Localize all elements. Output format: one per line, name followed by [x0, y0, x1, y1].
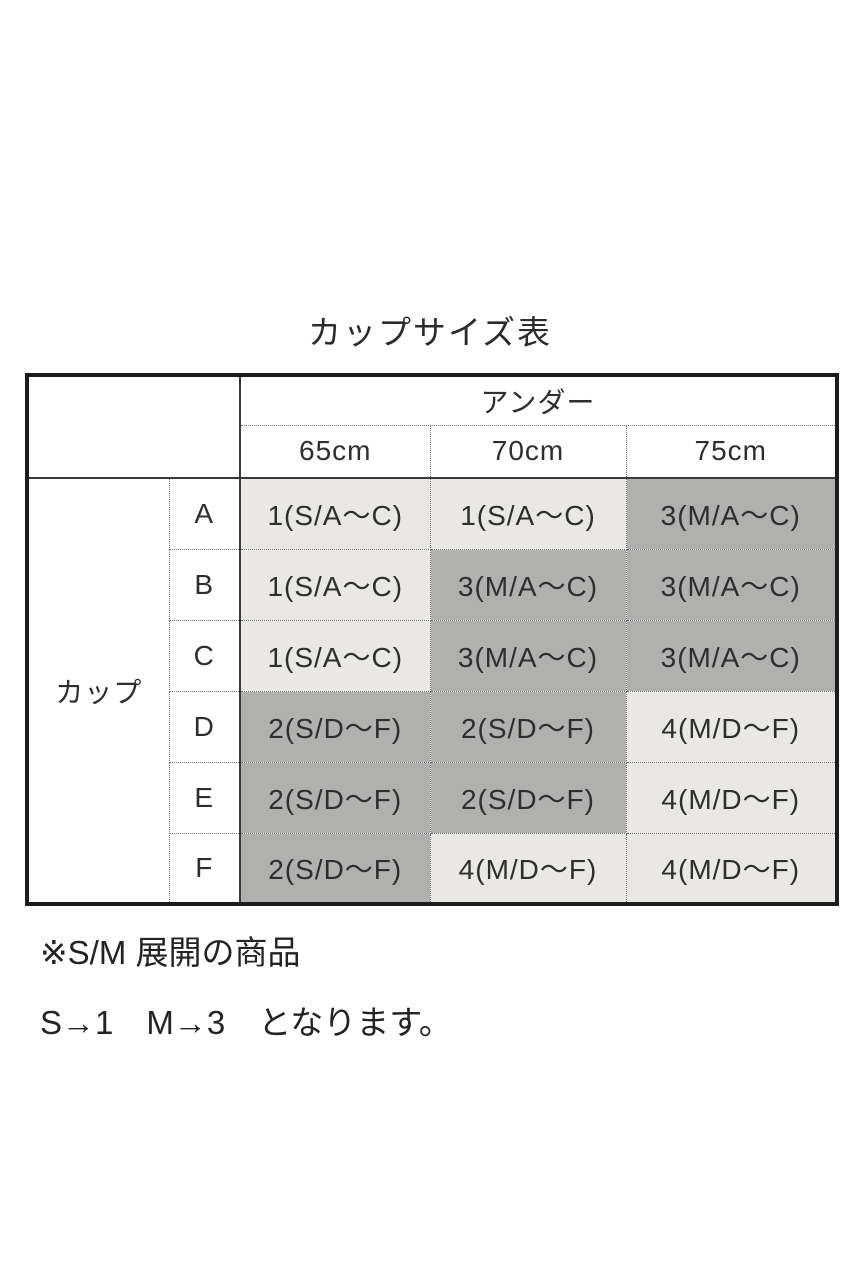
size-cell: 4(M/D～F) — [626, 691, 837, 763]
table-row-cup-d: D 2(S/D～F) 2(S/D～F) 4(M/D～F) — [27, 691, 837, 763]
table-row-cup-f: F 2(S/D～F) 4(M/D～F) 4(M/D～F) — [27, 833, 837, 905]
size-cell: 4(M/D～F) — [626, 762, 837, 834]
size-cell: 4(M/D～F) — [430, 833, 627, 905]
size-cell: 1(S/A～C) — [430, 478, 627, 550]
size-cell: 1(S/A～C) — [240, 549, 431, 621]
corner-cell — [27, 375, 241, 479]
size-cell: 3(M/A～C) — [430, 620, 627, 692]
size-cell: 4(M/D～F) — [626, 833, 837, 905]
cup-letter: A — [169, 478, 241, 550]
cup-row-header: カップ — [27, 478, 170, 904]
under-header: アンダー — [240, 375, 837, 426]
column-header-70cm: 70cm — [430, 425, 627, 479]
cup-letter: B — [169, 549, 241, 621]
column-header-75cm: 75cm — [626, 425, 837, 479]
size-cell: 2(S/D～F) — [240, 691, 431, 763]
page-title: カップサイズ表 — [307, 314, 552, 351]
size-cell: 2(S/D～F) — [430, 691, 627, 763]
under-header-row: アンダー — [27, 375, 837, 479]
table-body: カップ A 1(S/A～C) 1(S/A～C) 3(M/A～C) B 1(S/A～C) 3(M… — [27, 478, 837, 905]
table-row-cup-c: C 1(S/A～C) 3(M/A～C) 3(M/A～C) — [27, 620, 837, 692]
size-cell: 1(S/A～C) — [240, 478, 431, 550]
cup-letter: C — [169, 620, 241, 692]
size-cell: 3(M/A～C) — [626, 478, 837, 550]
size-cell: 3(M/A～C) — [430, 549, 627, 621]
size-cell: 1(S/A～C) — [240, 620, 431, 692]
cup-letter: D — [169, 691, 241, 763]
cup-letter: F — [169, 833, 241, 905]
cm-header-row: 65cm 70cm 75cm — [27, 425, 837, 479]
size-cell: 2(S/D～F) — [430, 762, 627, 834]
table-row-cup-a: カップ A 1(S/A～C) 1(S/A～C) 3(M/A～C) — [27, 478, 837, 904]
note-sm-products: ※S/M 展開の商品 — [40, 934, 301, 971]
table-row-cup-e: E 2(S/D～F) 2(S/D～F) 4(M/D～F) — [27, 762, 837, 834]
column-header-65cm: 65cm — [240, 425, 431, 479]
table-row-cup-b: B 1(S/A～C) 3(M/A～C) 3(M/A～C) — [27, 549, 837, 621]
size-cell: 2(S/D～F) — [240, 833, 431, 905]
size-cell: 3(M/A～C) — [626, 549, 837, 621]
cup-size-table: アンダー 65cm 70cm 75cm カップ A 1(S/A～C) 1(S/A～C)… — [25, 373, 839, 906]
size-cell: 3(M/A～C) — [626, 620, 837, 692]
note-size-mapping: S→1 M→3 となります。 — [40, 1004, 452, 1041]
size-cell: 2(S/D～F) — [240, 762, 431, 834]
cup-letter: E — [169, 762, 241, 834]
